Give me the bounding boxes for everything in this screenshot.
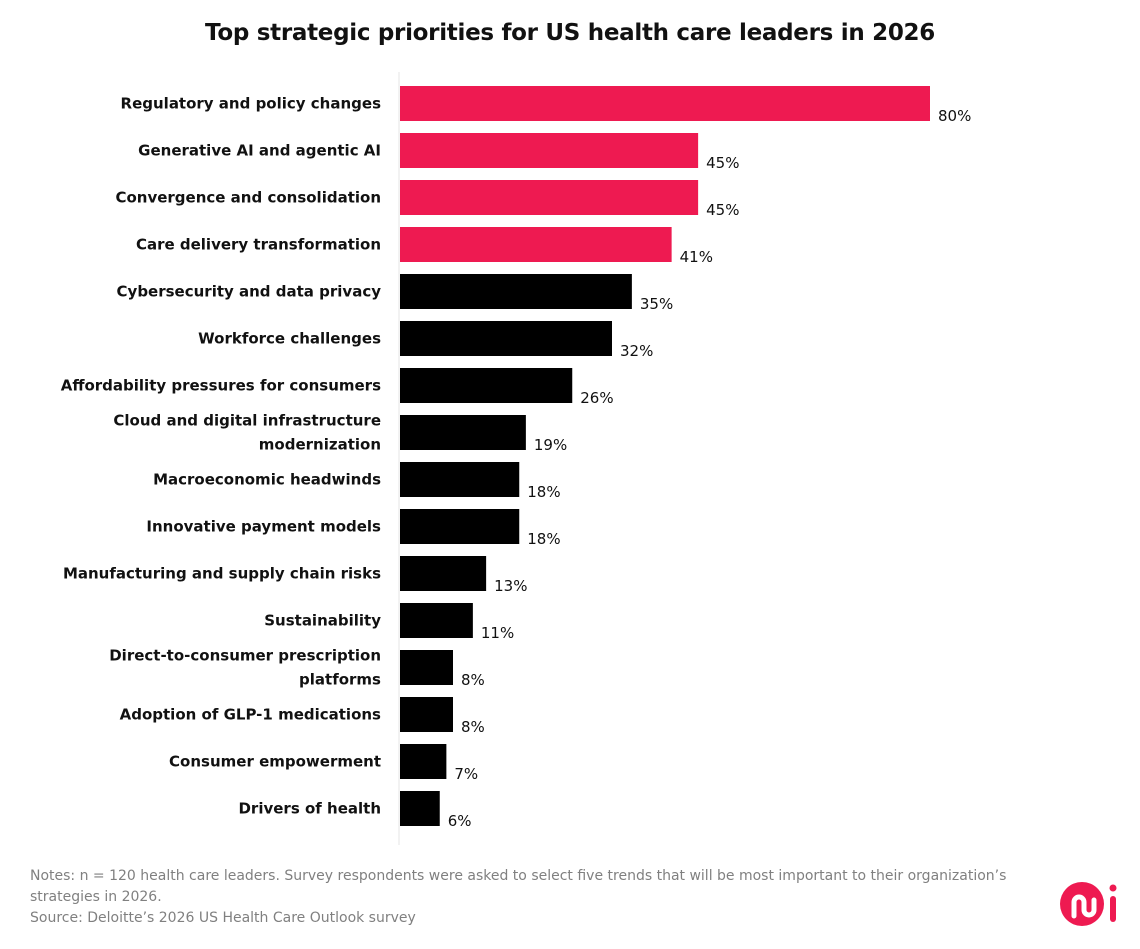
bar — [400, 368, 573, 403]
bar — [400, 274, 632, 309]
bar — [400, 133, 699, 168]
value-label: 26% — [580, 389, 613, 407]
category-label: Cloud and digital infrastructure moderniz… — [113, 412, 381, 454]
bar — [400, 650, 453, 685]
bar — [400, 462, 520, 497]
category-label: Generative AI and agentic AI — [138, 142, 381, 160]
category-label: Regulatory and policy changes — [121, 95, 382, 113]
bar — [400, 321, 612, 356]
bar — [400, 227, 672, 262]
notes-text: Notes: n = 120 health care leaders. Surv… — [30, 868, 1007, 905]
value-label: 19% — [534, 436, 567, 454]
chart-title: Top strategic priorities for US health c… — [205, 20, 935, 46]
source-text: Source: Deloitte’s 2026 US Health Care O… — [30, 910, 416, 926]
category-label: Sustainability — [264, 612, 381, 630]
value-label: 32% — [620, 342, 653, 360]
bar — [400, 509, 520, 544]
bar — [400, 791, 440, 826]
value-label: 13% — [494, 577, 527, 595]
chart-notes: Notes: n = 120 health care leaders. Surv… — [30, 866, 1020, 929]
bar — [400, 415, 526, 450]
brand-logo — [1060, 882, 1117, 926]
value-label: 7% — [454, 765, 478, 783]
category-label: Affordability pressures for consumers — [61, 377, 381, 395]
value-label: 8% — [461, 718, 485, 736]
category-label: Manufacturing and supply chain risks — [63, 565, 381, 583]
category-label: Cybersecurity and data privacy — [117, 283, 382, 301]
category-label: Macroeconomic headwinds — [153, 471, 381, 489]
category-label: Consumer empowerment — [169, 753, 381, 771]
bar — [400, 603, 473, 638]
value-label: 80% — [938, 107, 971, 125]
value-label: 45% — [706, 201, 739, 219]
bar — [400, 744, 447, 779]
bar — [400, 556, 487, 591]
category-label: Workforce challenges — [198, 330, 381, 348]
category-label: Innovative payment models — [146, 518, 381, 536]
value-label: 45% — [706, 154, 739, 172]
category-label: Direct-to-consumer prescription platforms — [109, 647, 381, 689]
value-label: 41% — [680, 248, 713, 266]
value-label: 18% — [527, 530, 560, 548]
value-label: 35% — [640, 295, 673, 313]
bar — [400, 697, 453, 732]
bar — [400, 86, 930, 121]
value-label: 6% — [448, 812, 472, 830]
value-label: 18% — [527, 483, 560, 501]
bar-chart: 80% Regulatory and policy changes 45% Gener… — [61, 72, 971, 845]
value-label: 11% — [481, 624, 514, 642]
bar — [400, 180, 699, 215]
category-label: Convergence and consolidation — [115, 189, 381, 207]
value-label: 8% — [461, 671, 485, 689]
category-label: Drivers of health — [238, 800, 381, 818]
category-label: Adoption of GLP-1 medications — [120, 706, 381, 724]
category-label: Care delivery transformation — [136, 236, 381, 254]
